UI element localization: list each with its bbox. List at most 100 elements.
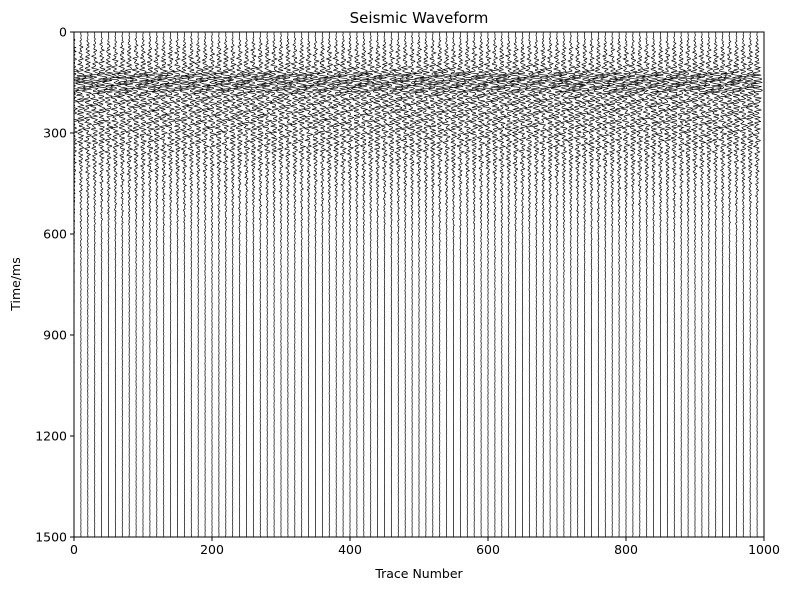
seismic-trace [433,31,446,538]
y-tick-label: 1200 [35,429,67,444]
y-axis-title: Time/ms [8,257,23,312]
seismic-trace [405,31,419,538]
seismic-trace [199,31,212,538]
seismic-trace [723,31,737,538]
seismic-trace [544,31,557,538]
seismic-trace [135,31,150,538]
seismic-trace [253,31,268,538]
seismic-trace [150,31,164,538]
seismic-trace [294,31,308,538]
seismic-trace [129,31,143,538]
seismic-trace [619,31,633,538]
seismic-trace [571,31,585,538]
y-tick-label: 0 [59,25,67,40]
seismic-trace [101,31,116,538]
seismic-trace [495,31,508,538]
seismic-trace [537,31,549,538]
seismic-trace [708,31,723,538]
seismic-trace [95,31,108,538]
seismic-trace [647,31,660,537]
seismic-trace [461,31,475,538]
seismic-trace [550,31,564,538]
seismic-trace [156,31,170,538]
x-tick-label: 600 [476,542,500,557]
seismic-trace [178,31,191,538]
seismic-trace [233,31,247,538]
plot-frame [73,31,765,538]
seismic-trace [274,31,288,538]
seismic-trace [364,31,378,538]
seismic-trace [350,31,363,538]
seismic-trace [371,31,384,538]
seismic-trace [73,31,82,538]
seismic-trace [185,32,198,538]
seismic-trace [123,31,136,538]
seismic-trace [399,31,412,538]
seismic-trace [634,31,646,538]
seismic-trace [640,31,654,538]
seismic-trace [447,31,460,538]
seismic-trace [453,31,467,537]
seismic-trace [212,31,226,538]
seismic-trace [736,31,750,538]
trace-layer [73,31,763,538]
seismic-trace [143,31,157,538]
x-tick-label: 0 [70,542,78,557]
seismic-trace [743,31,757,538]
x-tick-label: 1000 [748,542,780,557]
seismic-trace [682,31,694,538]
seismic-trace [695,31,709,538]
seismic-trace [502,31,516,538]
seismic-trace [384,31,398,538]
x-tick-label: 800 [614,542,638,557]
seismic-trace [474,31,488,538]
seismic-trace [88,31,101,538]
seismic-trace [336,31,350,538]
x-axis: 0 200 400 600 800 1000 [70,537,780,557]
seismic-trace [729,31,743,538]
y-tick-label: 900 [43,328,67,343]
seismic-trace [667,31,682,538]
seismic-trace [564,31,578,538]
chart-title: Seismic Waveform [350,9,489,27]
seismic-trace [391,31,404,538]
seismic-trace [626,32,640,538]
seismic-trace [220,31,233,538]
seismic-trace [558,31,571,538]
seismic-trace [585,31,599,538]
seismic-trace [164,31,177,538]
x-axis-title: Trace Number [374,566,463,581]
seismic-trace [246,31,260,538]
x-tick-label: 400 [338,542,362,557]
seismic-trace [481,31,495,538]
seismic-trace [322,31,336,538]
seismic-trace [301,31,315,538]
y-tick-label: 300 [43,126,67,141]
seismic-trace [356,31,371,538]
seismic-trace [419,31,433,538]
seismic-trace [281,31,294,538]
seismic-trace [260,31,274,538]
seismic-trace [612,31,627,538]
seismic-trace [75,31,87,538]
seismic-trace [523,31,535,538]
seismic-trace [413,31,426,538]
seismic-trace [226,31,240,538]
seismic-trace [115,31,129,538]
seismic-trace [288,31,301,538]
seismic-trace [689,31,702,538]
seismic-trace [654,31,667,538]
seismic-trace [344,31,357,538]
seismic-trace [591,31,606,538]
seismic-trace [599,31,612,538]
seismic-trace [750,31,763,538]
y-tick-label: 600 [43,227,67,242]
seismic-trace [427,31,440,538]
seismic-trace [81,31,94,538]
seismic-trace [661,32,674,538]
seismic-trace [309,31,322,538]
seismic-trace [329,31,342,538]
seismic-trace [529,31,543,538]
seismic-trace [191,31,206,538]
